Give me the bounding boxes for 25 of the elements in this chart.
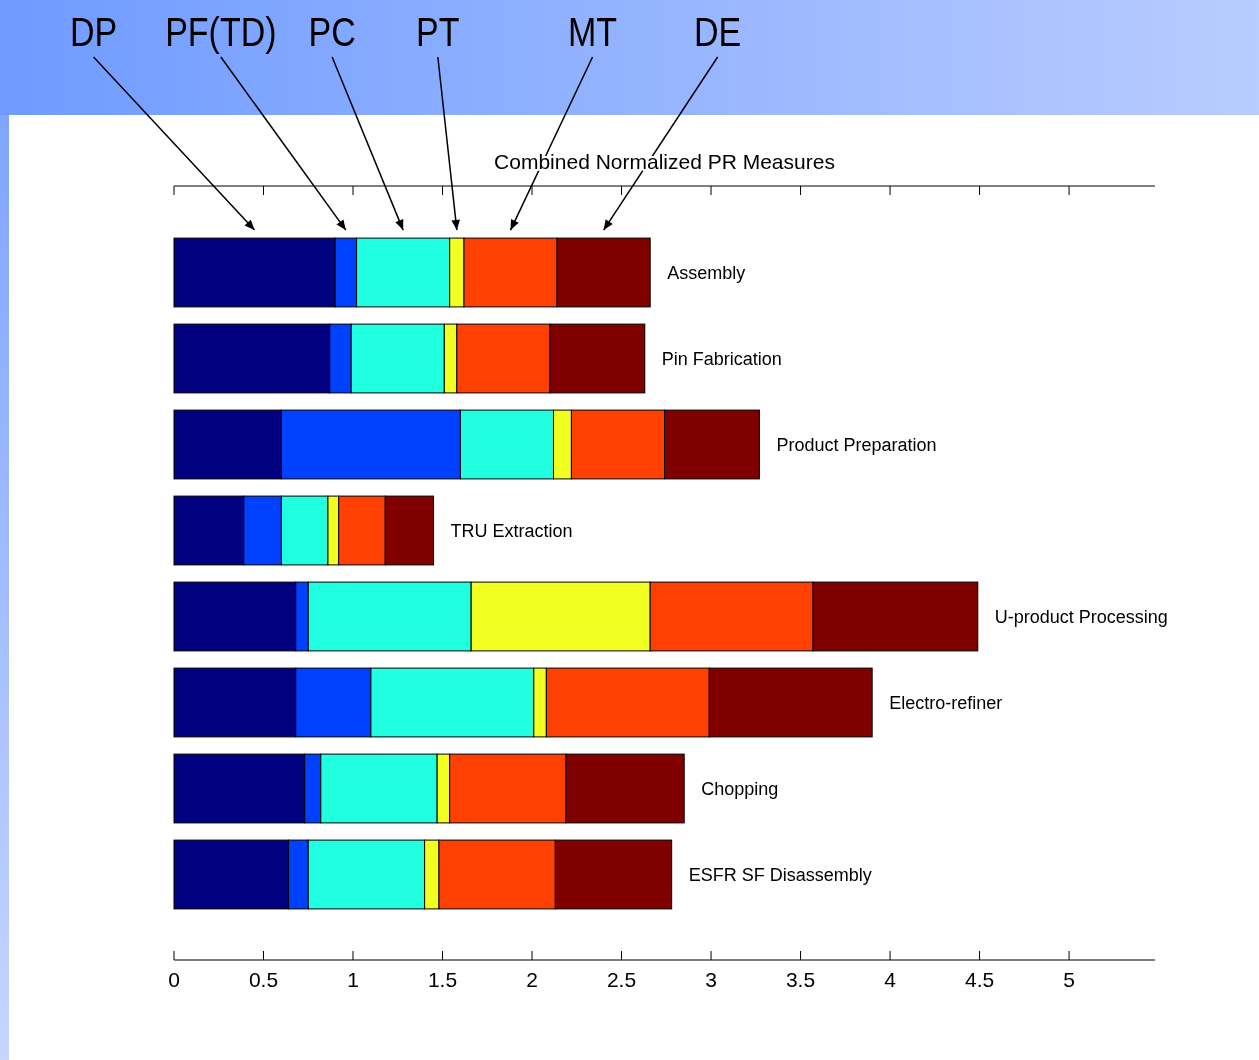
text: MT: [568, 9, 618, 55]
y-tick-label: ESFR SF Disassembly: [688, 864, 872, 885]
y-tick-label: Product Preparation: [776, 434, 937, 455]
y-tick-label: U-product Processing: [994, 606, 1168, 627]
x-tick-label: 4: [884, 968, 897, 991]
x-tick-label: 3.5: [785, 968, 816, 991]
x-tick-label: 5: [1063, 968, 1075, 991]
x-tick-label: 1: [347, 968, 359, 991]
x-tick-label: 2.5: [606, 968, 637, 991]
text: PF(TD): [165, 9, 277, 55]
y-tick-label: TRU Extraction: [450, 520, 573, 541]
y-tick-label: Assembly: [667, 262, 746, 283]
x-tick-label: 2: [526, 968, 538, 991]
text: PC: [308, 9, 356, 55]
text: DP: [69, 9, 118, 55]
x-tick-label: 1.5: [427, 968, 458, 991]
x-tick-label: 0: [168, 968, 180, 991]
text: PT: [416, 9, 460, 55]
y-tick-label: Electro-refiner: [889, 692, 1003, 713]
y-tick-label: Pin Fabrication: [661, 348, 782, 369]
x-tick-label: 3: [705, 968, 717, 991]
x-tick-label: 4.5: [964, 968, 995, 991]
text: DE: [694, 9, 742, 55]
y-tick-label: Chopping: [701, 778, 779, 799]
x-tick-label: 0.5: [248, 968, 279, 991]
